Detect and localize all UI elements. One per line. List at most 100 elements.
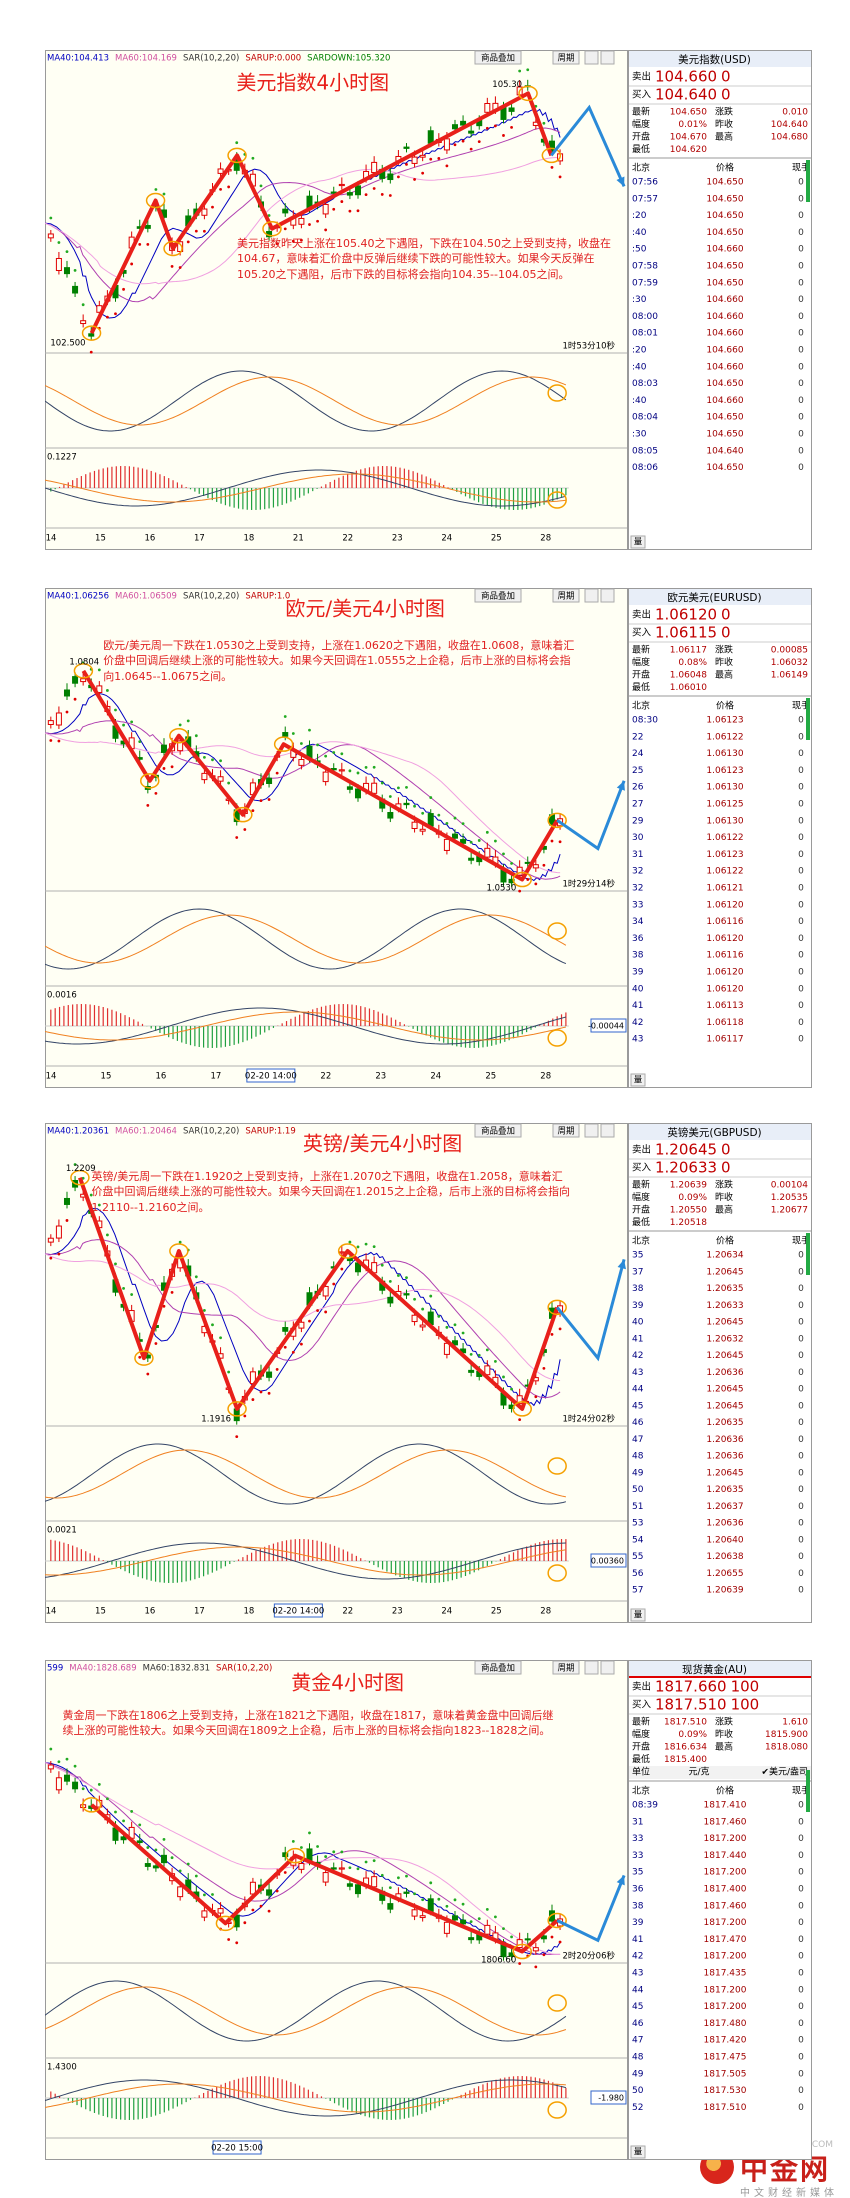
marker-circle <box>227 147 247 164</box>
tick-price: 1817.505 <box>704 2069 747 2079</box>
stat-value: 0.08% <box>678 658 707 668</box>
quote-price: 1.06115 <box>655 624 717 642</box>
legend-item: SAR(10,2,20) <box>183 1127 239 1137</box>
tick-volume: 0 <box>798 1901 804 1911</box>
sar-dot <box>162 1304 166 1308</box>
toolbar-button <box>474 1660 522 1675</box>
sar-dot <box>437 813 441 817</box>
marker-circle <box>134 1350 154 1366</box>
sar-dot <box>57 1252 61 1256</box>
sar-dot <box>405 1276 408 1280</box>
marker-circle <box>547 1029 567 1047</box>
sar-dot <box>397 1274 400 1277</box>
candle-body <box>443 1921 450 1934</box>
sar-dot <box>283 1871 287 1874</box>
tick-price: 1817.200 <box>704 1834 747 1844</box>
scroll-indicator <box>806 1770 810 1812</box>
tick-time: 44 <box>632 1385 644 1395</box>
sar-dot <box>429 1881 433 1885</box>
stat-value: 1816.634 <box>664 1743 707 1753</box>
candle-body <box>136 1840 143 1844</box>
sar-dot <box>259 184 263 188</box>
tick-time: 49 <box>632 2069 644 2079</box>
toolbar-button <box>552 1660 580 1675</box>
tick-header: 现手 <box>792 1785 810 1797</box>
tick-time: 50 <box>632 1485 644 1495</box>
tick-header: 现手 <box>792 162 810 174</box>
sar-dot <box>485 126 489 130</box>
footer-label: 量 <box>634 2148 643 2158</box>
sar-dot <box>316 1845 319 1848</box>
candle-body <box>403 802 410 806</box>
forecast-arrowhead <box>616 1875 625 1886</box>
quote-header <box>629 589 811 605</box>
tick-time: 24 <box>632 749 644 759</box>
sar-dot <box>275 242 279 246</box>
tick-volume: 0 <box>798 1334 804 1344</box>
unit-label: 单位 <box>632 1766 650 1778</box>
candle-body <box>346 192 353 196</box>
candle-body <box>177 1886 184 1898</box>
sar-dot <box>114 1810 117 1814</box>
sar-dot <box>308 728 311 732</box>
tick-volume: 0 <box>798 211 804 221</box>
stat-label: 最低 <box>632 1216 650 1228</box>
sar-dot <box>251 1908 255 1912</box>
tick-time: 42 <box>632 1952 643 1962</box>
candle-body <box>516 1395 523 1405</box>
trend-line <box>81 669 559 882</box>
sar-dot <box>219 187 222 191</box>
sar-dot <box>49 1256 53 1260</box>
indicator-line <box>45 1980 567 2042</box>
tick-price: 1.20636 <box>706 1368 743 1378</box>
marker-circle <box>81 1797 102 1813</box>
marker-circle <box>547 1994 567 2012</box>
toolbar-label: 商品叠加 <box>481 1663 515 1674</box>
sar-dot <box>97 1783 101 1786</box>
tick-volume: 0 <box>798 245 804 255</box>
candle-body <box>96 685 103 694</box>
tick-price: 104.660 <box>706 245 743 255</box>
sar-dot <box>106 689 109 692</box>
candle-body <box>403 146 410 149</box>
tick-time: 55 <box>632 1552 643 1562</box>
quote-header <box>629 1661 811 1677</box>
tick-time: 33 <box>632 1851 643 1861</box>
stat-label: 幅度 <box>632 1728 650 1740</box>
sar-dot <box>57 739 61 743</box>
trend-line <box>89 91 554 334</box>
candle-body <box>152 1865 159 1869</box>
candle-body <box>266 1889 273 1896</box>
candle-body <box>55 1225 62 1239</box>
sar-dot <box>388 1279 392 1283</box>
stat-value: 0.00104 <box>771 1181 808 1191</box>
marker-circle <box>547 812 567 829</box>
trend-line <box>78 1177 560 1411</box>
comment: 黄金周一下跌在1806之上受到支持，上涨在1821之下遇阻，收盘在1817，意味… <box>62 1709 554 1738</box>
tick-volume: 0 <box>798 1969 804 1979</box>
sar-dot <box>429 1294 433 1298</box>
stat-value: 1.610 <box>782 1718 808 1728</box>
tick-price: 1.20632 <box>706 1334 743 1344</box>
tick-price: 1.20636 <box>706 1452 743 1462</box>
quote-background <box>628 1123 812 1623</box>
sar-dot <box>494 1915 497 1919</box>
candle-body <box>451 833 458 839</box>
candle-body <box>427 813 434 827</box>
candle-body <box>298 759 305 766</box>
candle-body <box>460 120 467 126</box>
candle-body <box>508 107 515 112</box>
legend-item: MA40:1.20361 <box>47 1127 109 1137</box>
legend-item: MA60:1.20464 <box>115 1127 177 1137</box>
tick-time: 31 <box>632 850 643 860</box>
candle-body <box>282 1852 289 1858</box>
sar-dot <box>348 1240 352 1244</box>
tick-volume: 0 <box>798 732 804 742</box>
marker-circle <box>512 871 532 888</box>
sar-dot <box>275 1889 279 1893</box>
sar-dot <box>324 1855 328 1858</box>
tick-price: 1.20635 <box>706 1485 743 1495</box>
marker-circle <box>512 1943 532 1960</box>
low-label: 1.1916 <box>201 1414 231 1424</box>
stat-label: 最高 <box>715 1204 733 1216</box>
